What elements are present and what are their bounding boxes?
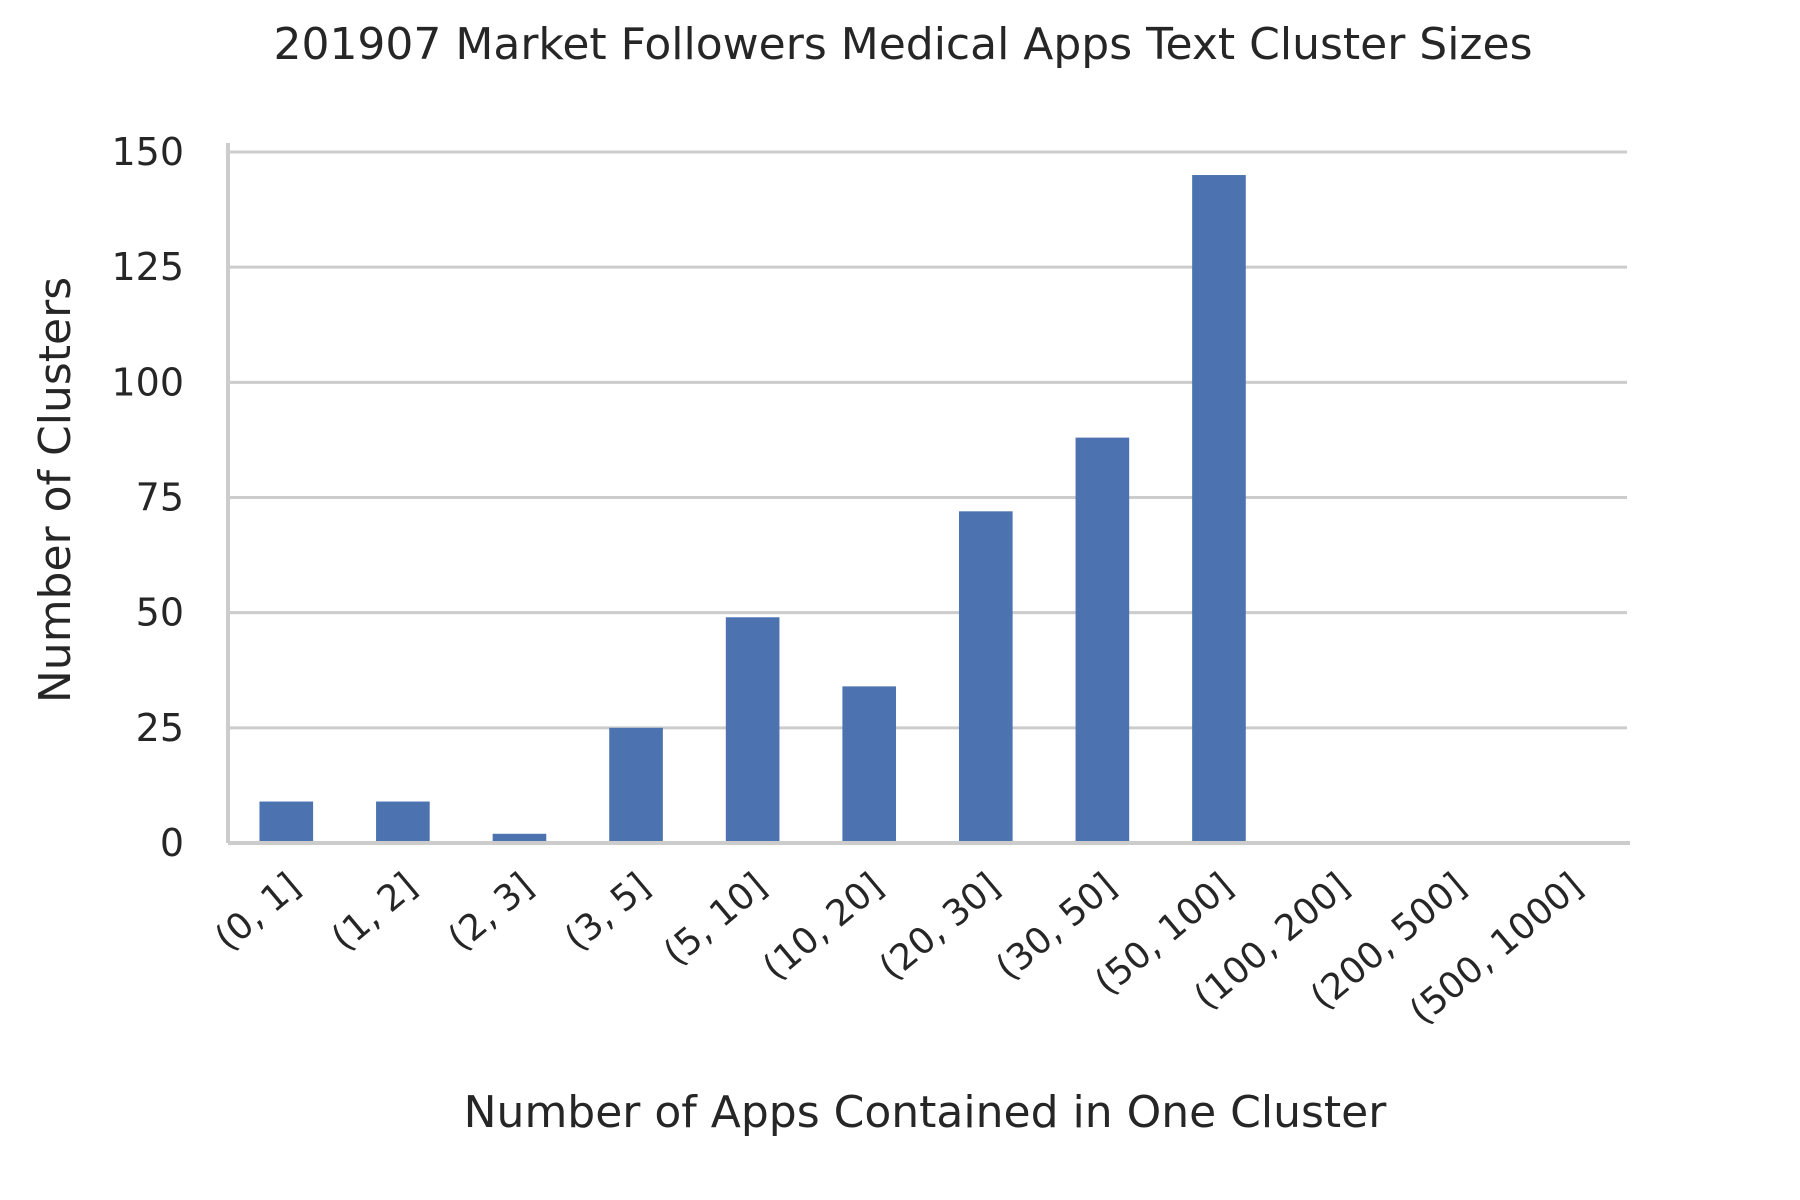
bar xyxy=(958,511,1013,843)
y-tick-label: 100 xyxy=(111,360,184,404)
y-tick-label: 150 xyxy=(111,130,184,174)
x-tick-label: (10, 20] xyxy=(755,865,891,988)
chart-title: 201907 Market Followers Medical Apps Tex… xyxy=(273,19,1532,70)
bar xyxy=(725,617,780,843)
y-tick-label: 50 xyxy=(136,591,184,635)
bars xyxy=(259,175,1246,844)
bar xyxy=(609,727,663,843)
x-axis-label: Number of Apps Contained in One Cluster xyxy=(464,1087,1388,1138)
x-tick-label: (20, 30] xyxy=(872,865,1008,988)
bar xyxy=(1075,437,1130,843)
x-ticks: (0, 1] (1, 2] (2, 3] (3, 5](5, 10](10, 20](… xyxy=(208,865,1591,1032)
x-tick-label: (0, 1] xyxy=(208,865,309,959)
bar xyxy=(842,686,897,843)
bar xyxy=(259,801,314,843)
y-axis-label: Number of Clusters xyxy=(30,277,81,703)
y-tick-label: 25 xyxy=(136,706,184,750)
x-tick-label: (2, 3] xyxy=(441,865,542,959)
x-tick-label: (3, 5] xyxy=(557,865,658,959)
y-tick-label: 0 xyxy=(160,821,184,865)
bar xyxy=(1192,175,1246,844)
y-tick-label: 125 xyxy=(111,245,184,289)
x-tick-label: (1, 2] xyxy=(324,865,425,959)
y-tick-label: 75 xyxy=(136,476,184,520)
grid xyxy=(228,150,1627,730)
bar xyxy=(376,801,430,843)
y-ticks: 0 25 50 75 100 125 150 xyxy=(111,130,184,865)
bar xyxy=(492,833,547,843)
